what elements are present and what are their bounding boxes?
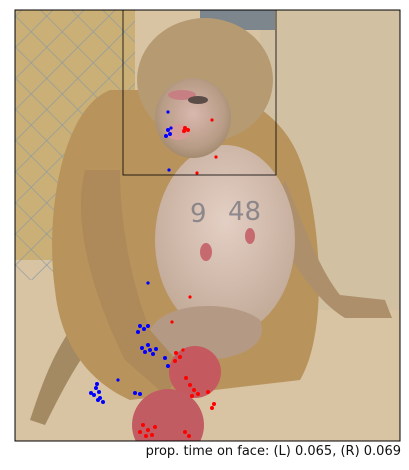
red-fruit — [169, 346, 221, 398]
monkey-face — [155, 78, 231, 158]
face-roi-box — [122, 10, 277, 176]
svg-text:48: 48 — [228, 197, 261, 227]
monkey-chest — [155, 145, 295, 335]
monkey-leg — [150, 306, 262, 360]
face-time-caption: prop. time on face: (L) 0.065, (R) 0.069 — [145, 444, 401, 459]
red-fruit — [132, 389, 204, 441]
left-eye-gaze-points — [89, 110, 173, 404]
photo-layer: 9 48 — [15, 10, 400, 441]
axes-frame — [14, 9, 401, 442]
svg-text:9: 9 — [190, 199, 207, 229]
right-eye-gaze-points — [138, 118, 218, 438]
monkey-arm-left — [80, 170, 185, 395]
